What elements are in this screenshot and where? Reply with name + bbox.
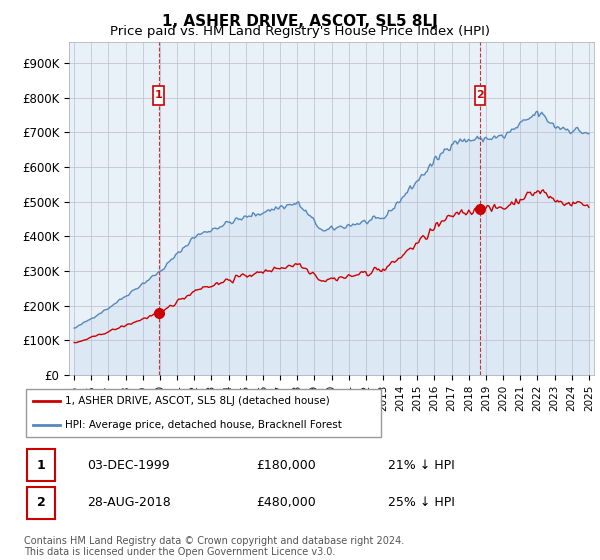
Text: HPI: Average price, detached house, Bracknell Forest: HPI: Average price, detached house, Brac… xyxy=(65,420,342,430)
FancyBboxPatch shape xyxy=(27,449,55,482)
Text: £180,000: £180,000 xyxy=(256,459,316,472)
Text: Contains HM Land Registry data © Crown copyright and database right 2024.
This d: Contains HM Land Registry data © Crown c… xyxy=(24,535,404,557)
Text: 28-AUG-2018: 28-AUG-2018 xyxy=(88,496,171,510)
Bar xyxy=(154,86,164,105)
Text: 1, ASHER DRIVE, ASCOT, SL5 8LJ (detached house): 1, ASHER DRIVE, ASCOT, SL5 8LJ (detached… xyxy=(65,396,330,406)
Text: 2: 2 xyxy=(476,90,484,100)
Text: £480,000: £480,000 xyxy=(256,496,316,510)
Text: 2: 2 xyxy=(37,496,46,510)
FancyBboxPatch shape xyxy=(27,487,55,519)
Bar xyxy=(475,86,485,105)
Text: 1: 1 xyxy=(37,459,46,472)
Text: 1, ASHER DRIVE, ASCOT, SL5 8LJ: 1, ASHER DRIVE, ASCOT, SL5 8LJ xyxy=(162,14,438,29)
Text: 25% ↓ HPI: 25% ↓ HPI xyxy=(388,496,455,510)
Text: 21% ↓ HPI: 21% ↓ HPI xyxy=(388,459,455,472)
Text: 1: 1 xyxy=(155,90,163,100)
Text: 03-DEC-1999: 03-DEC-1999 xyxy=(88,459,170,472)
FancyBboxPatch shape xyxy=(26,389,382,437)
Text: Price paid vs. HM Land Registry's House Price Index (HPI): Price paid vs. HM Land Registry's House … xyxy=(110,25,490,38)
